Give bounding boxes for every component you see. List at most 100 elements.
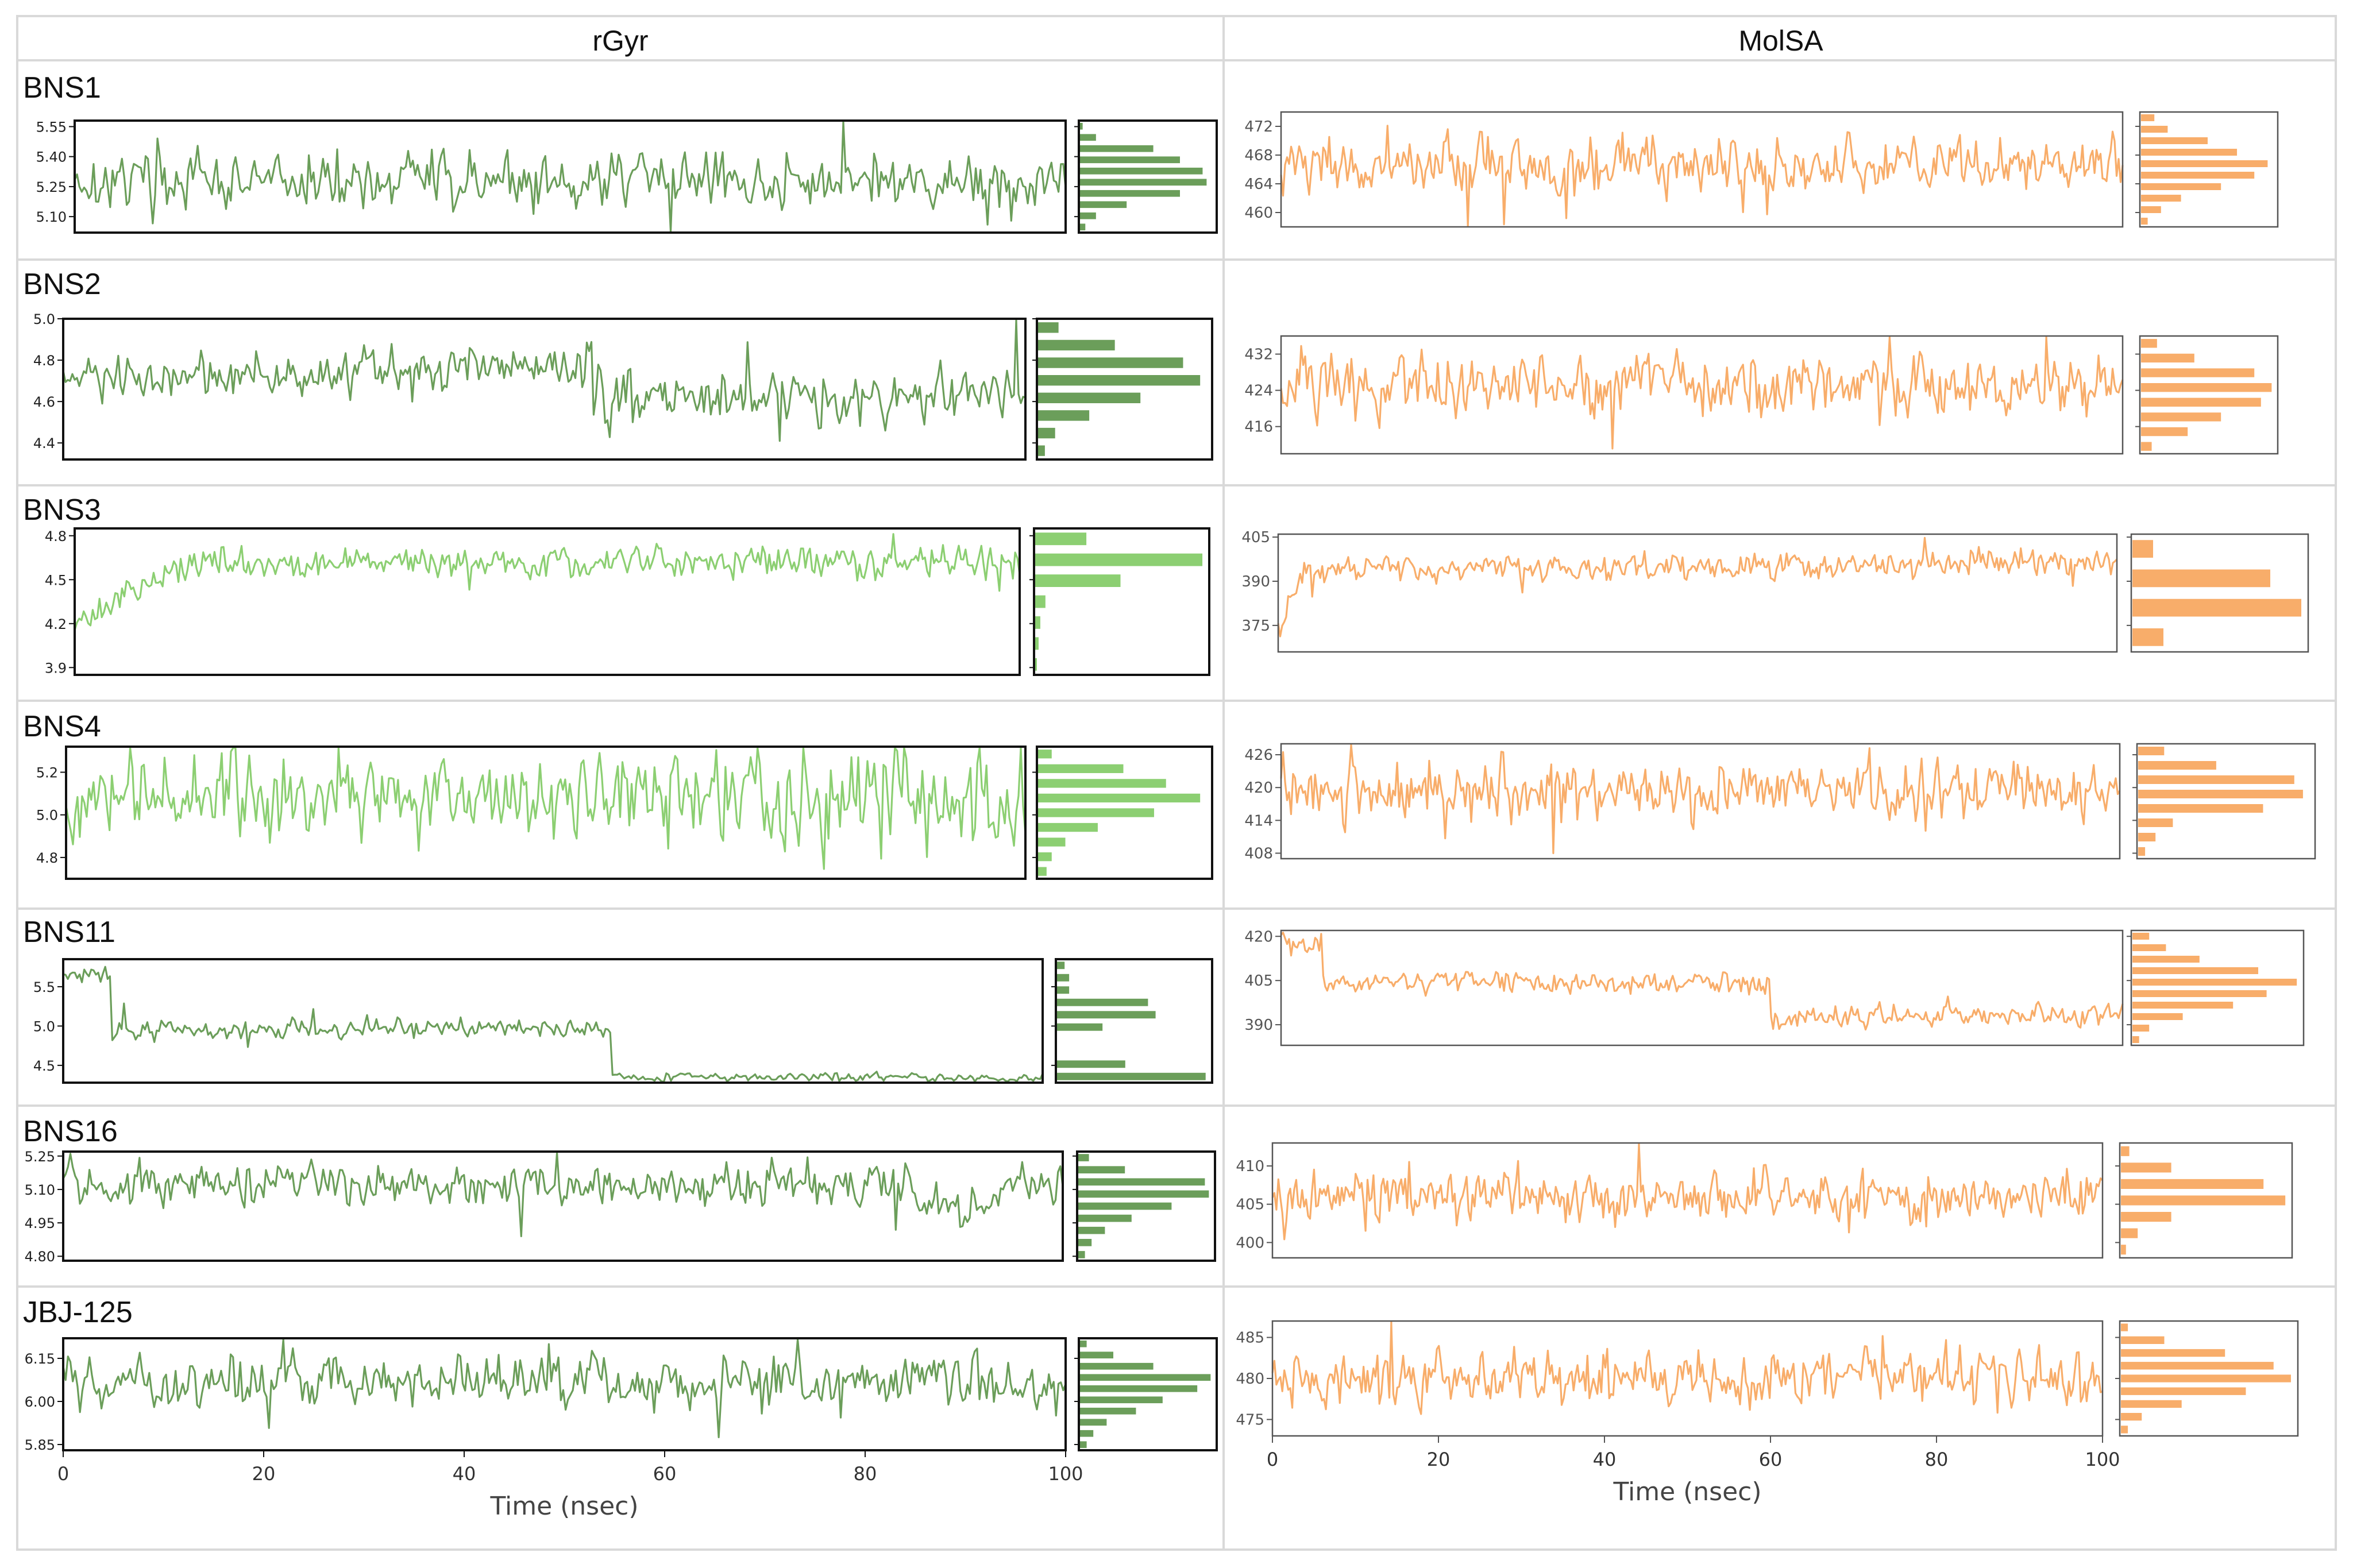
series-line: [1280, 125, 2124, 227]
histogram-frame: [1078, 119, 1218, 234]
histogram-frame: [1076, 1150, 1216, 1262]
histogram-frame: [2130, 533, 2309, 653]
histogram-bar: [1035, 595, 1046, 608]
histogram-bar: [2132, 598, 2301, 617]
header-rgyr: rGyr: [592, 25, 648, 57]
histogram-bar: [2121, 1195, 2286, 1206]
histogram-bar: [2141, 172, 2255, 179]
histogram-bar: [1080, 1374, 1211, 1381]
x-axis-label: Time (nsec): [489, 1492, 638, 1521]
histogram-bar: [1080, 223, 1086, 231]
histogram-bar: [2141, 149, 2238, 156]
histogram-bar: [1038, 339, 1115, 351]
histogram-bar: [1078, 1214, 1132, 1222]
y-tick-label: 405: [1236, 1196, 1264, 1214]
plot-frame: [62, 318, 1027, 461]
y-tick-label: 5.10: [25, 1182, 55, 1198]
histogram-bar: [2138, 818, 2173, 827]
histogram-bar: [2132, 956, 2200, 963]
histogram-bar: [1035, 574, 1121, 587]
rgyr-panel: 5.55 5.40 5.25 5.10: [36, 119, 1218, 234]
histogram-bar: [1080, 1407, 1136, 1415]
y-tick-label: 4.8: [36, 850, 58, 866]
histogram-bar: [2121, 1323, 2128, 1331]
histogram-bar: [1035, 532, 1087, 546]
series-line: [62, 319, 1026, 442]
histogram-bar: [2121, 1349, 2225, 1357]
histogram-bar: [1035, 658, 1037, 671]
rgyr-panel: 6.15 6.00 5.85: [25, 1337, 1218, 1453]
plot-frame: [62, 1150, 1064, 1262]
plot-frame: [1280, 743, 2121, 860]
x-tick-label: 0: [57, 1463, 69, 1485]
y-tick-label: 408: [1244, 845, 1273, 862]
y-tick-label: 6.00: [25, 1394, 55, 1410]
histogram-bar: [2138, 833, 2156, 841]
histogram-bar: [1080, 1351, 1113, 1359]
histogram-bar: [1038, 357, 1183, 368]
histogram-bar: [1080, 201, 1127, 208]
histogram-bar: [1057, 1060, 1125, 1068]
x-tick-label: 60: [1759, 1449, 1783, 1470]
histogram-bar: [2121, 1245, 2126, 1255]
molsa-panel: 485 480 475: [1236, 1320, 2299, 1437]
histogram-bar: [1080, 156, 1180, 164]
histogram-bar: [1038, 750, 1052, 759]
histogram-bar: [2141, 339, 2157, 348]
x-tick-label: 0: [1267, 1449, 1278, 1470]
x-tick-label: 40: [453, 1463, 476, 1485]
y-tick-label: 5.55: [36, 119, 67, 135]
molsa-panel: 420 405 390: [1244, 928, 2305, 1046]
y-tick-label: 475: [1236, 1411, 1264, 1428]
header-molsa: MolSA: [1738, 25, 1823, 57]
molsa-panel: 472 468 464 460: [1244, 111, 2279, 228]
x-tick-label: 60: [653, 1463, 677, 1485]
table-border: [16, 15, 2337, 1551]
rgyr-panel: 5.5 5.0 4.5: [33, 958, 1213, 1084]
row-label: BNS16: [23, 1115, 118, 1148]
histogram-bar: [2138, 761, 2216, 770]
histogram-bar: [1080, 1340, 1087, 1347]
histogram-bar: [2121, 1336, 2165, 1344]
histogram-frame: [2130, 929, 2305, 1046]
histogram-bar: [2121, 1400, 2182, 1408]
y-tick-label: 414: [1244, 812, 1273, 829]
histogram-bar: [2141, 218, 2148, 225]
plot-frame: [65, 746, 1027, 880]
y-tick-label: 468: [1244, 147, 1273, 164]
histogram-bar: [2121, 1374, 2291, 1382]
histogram-bar: [2132, 1013, 2183, 1020]
row-dividers: [17, 258, 2336, 1288]
y-tick-label: 5.10: [36, 209, 67, 225]
histogram-bar: [2132, 569, 2270, 588]
histogram-bar: [1078, 1202, 1172, 1210]
histogram-frame: [1055, 958, 1213, 1084]
molsa-panel: 426 420 414 408: [1244, 743, 2316, 862]
y-tick-label: 426: [1244, 747, 1273, 764]
series-line: [1280, 932, 2124, 1031]
row-label: BNS11: [23, 916, 115, 949]
series-line: [1277, 536, 2118, 638]
row-label: BNS3: [23, 493, 101, 527]
histogram-bar: [2132, 933, 2150, 940]
histogram-frame: [2139, 335, 2279, 455]
series-line: [65, 747, 1027, 870]
molsa-panel: 410 405 400: [1236, 1142, 2293, 1259]
series-line: [62, 1338, 1067, 1438]
histogram-bar: [1038, 852, 1052, 862]
histogram-bar: [1078, 1239, 1092, 1246]
histogram-bar: [2141, 397, 2261, 407]
y-tick-label: 464: [1244, 176, 1273, 193]
x-tick-label: 80: [1925, 1449, 1949, 1470]
y-tick-label: 5.5: [33, 979, 55, 995]
histogram-bar: [2141, 412, 2221, 422]
y-tick-label: 485: [1236, 1330, 1264, 1347]
histogram-bar: [1038, 822, 1098, 832]
y-tick-label: 375: [1241, 617, 1270, 635]
histogram-bar: [2141, 368, 2255, 377]
histogram-bar: [1038, 427, 1055, 439]
histogram-bar: [1080, 167, 1203, 175]
histogram-bar: [1080, 122, 1083, 130]
histogram-bar: [1078, 1226, 1105, 1234]
table-grid: [16, 15, 2337, 1551]
